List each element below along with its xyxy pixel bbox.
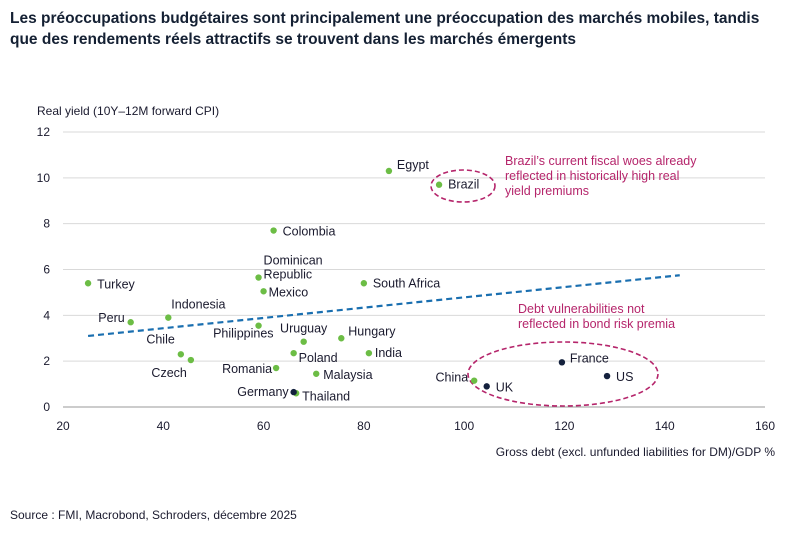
point-china xyxy=(470,377,478,384)
y-tick-label: 12 xyxy=(37,125,51,139)
y-tick-label: 4 xyxy=(43,308,50,322)
point-uruguay xyxy=(300,338,307,345)
annotation-text: Brazil’s current fiscal woes already refl… xyxy=(505,154,697,198)
point-label: Dominican Republic xyxy=(264,254,323,282)
trendline xyxy=(87,274,680,338)
point-label: Uruguay xyxy=(280,322,328,336)
dm-highlight-ellipse xyxy=(467,341,659,407)
x-axis-title: Gross debt (excl. unfunded liabilities f… xyxy=(496,445,776,459)
point-peru xyxy=(127,319,134,326)
point-label-line: Dominican xyxy=(264,254,323,268)
x-tick-label: 160 xyxy=(755,419,775,433)
point-labels: Egypt Brazil Colombia Dominican Republic Mexi… xyxy=(97,158,633,403)
annotation-line: yield premiums xyxy=(505,184,589,198)
point-hungary xyxy=(338,335,345,342)
point-us xyxy=(603,372,611,380)
point-label: Romania xyxy=(222,362,272,376)
point-philippines xyxy=(255,322,262,329)
point-india xyxy=(365,349,373,357)
point-label: France xyxy=(570,351,609,365)
point-indonesia xyxy=(165,314,172,321)
point-label: Germany xyxy=(237,385,289,399)
point-czech xyxy=(187,356,195,364)
point-label: China xyxy=(435,371,468,385)
point-label: Poland xyxy=(299,351,338,365)
point-south-africa xyxy=(360,280,368,287)
point-germany xyxy=(290,388,297,396)
point-label-line: Republic xyxy=(264,268,313,282)
annotation-text: Debt vulnerabilities not reflected in bon… xyxy=(518,302,675,331)
x-tick-label: 60 xyxy=(257,419,271,433)
y-tick-label: 10 xyxy=(37,171,51,185)
point-label: UK xyxy=(496,380,514,394)
annotations: Brazil’s current fiscal woes already refl… xyxy=(505,154,697,331)
x-tick-label: 120 xyxy=(554,419,574,433)
point-france xyxy=(558,359,566,366)
point-dominican-republic xyxy=(255,274,262,281)
x-tick-label: 100 xyxy=(454,419,474,433)
point-colombia xyxy=(270,227,277,234)
point-label: Colombia xyxy=(283,225,336,239)
point-label: Chile xyxy=(146,332,175,346)
point-romania xyxy=(272,364,280,372)
brazil-highlight-ellipse xyxy=(430,169,496,203)
y-tick-label: 0 xyxy=(43,400,50,414)
point-label: Mexico xyxy=(269,285,309,299)
point-label: Turkey xyxy=(97,277,135,291)
y-tick-label: 8 xyxy=(43,217,50,231)
y-axis-title: Real yield (10Y–12M forward CPI) xyxy=(37,104,219,118)
point-label: US xyxy=(616,370,633,384)
point-label: Czech xyxy=(151,366,186,380)
x-tick-label: 140 xyxy=(655,419,675,433)
point-label: Hungary xyxy=(348,324,396,338)
annotation-line: reflected in historically high real xyxy=(505,169,679,183)
annotation-ellipses xyxy=(430,169,659,407)
point-label: South Africa xyxy=(373,276,440,290)
point-turkey xyxy=(84,280,92,287)
y-tick-label: 2 xyxy=(43,354,50,368)
point-label: Indonesia xyxy=(171,298,225,312)
annotation-line: reflected in bond risk premia xyxy=(518,317,675,331)
point-poland xyxy=(290,349,297,357)
point-label: Peru xyxy=(98,311,124,325)
point-mexico xyxy=(260,288,267,295)
point-chile xyxy=(177,351,185,358)
annotation-line: Brazil’s current fiscal woes already xyxy=(505,154,697,168)
chart-title: Les préoccupations budgétaires sont prin… xyxy=(10,10,760,48)
grid-lines xyxy=(63,131,765,408)
annotation-line: Debt vulnerabilities not xyxy=(518,302,645,316)
point-egypt xyxy=(385,167,393,175)
point-label: Thailand xyxy=(302,389,350,403)
point-malaysia xyxy=(313,370,320,377)
point-uk xyxy=(483,383,490,390)
point-brazil xyxy=(435,181,443,188)
point-label: Malaysia xyxy=(323,368,372,382)
trendline-layer xyxy=(87,274,680,338)
x-tick-label: 20 xyxy=(56,419,70,433)
axes: 0 2 4 6 8 10 12 20 40 60 80 100 120 140 160 Real yield … xyxy=(37,104,776,459)
point-label: Brazil xyxy=(448,178,479,192)
x-tick-label: 80 xyxy=(357,419,371,433)
point-label: India xyxy=(375,346,402,360)
point-label: Philippines xyxy=(213,327,273,341)
source-note: Source : FMI, Macrobond, Schroders, déce… xyxy=(10,508,297,522)
point-label: Egypt xyxy=(397,158,429,172)
x-tick-label: 40 xyxy=(157,419,171,433)
data-points xyxy=(84,167,611,397)
y-tick-label: 6 xyxy=(43,263,50,277)
